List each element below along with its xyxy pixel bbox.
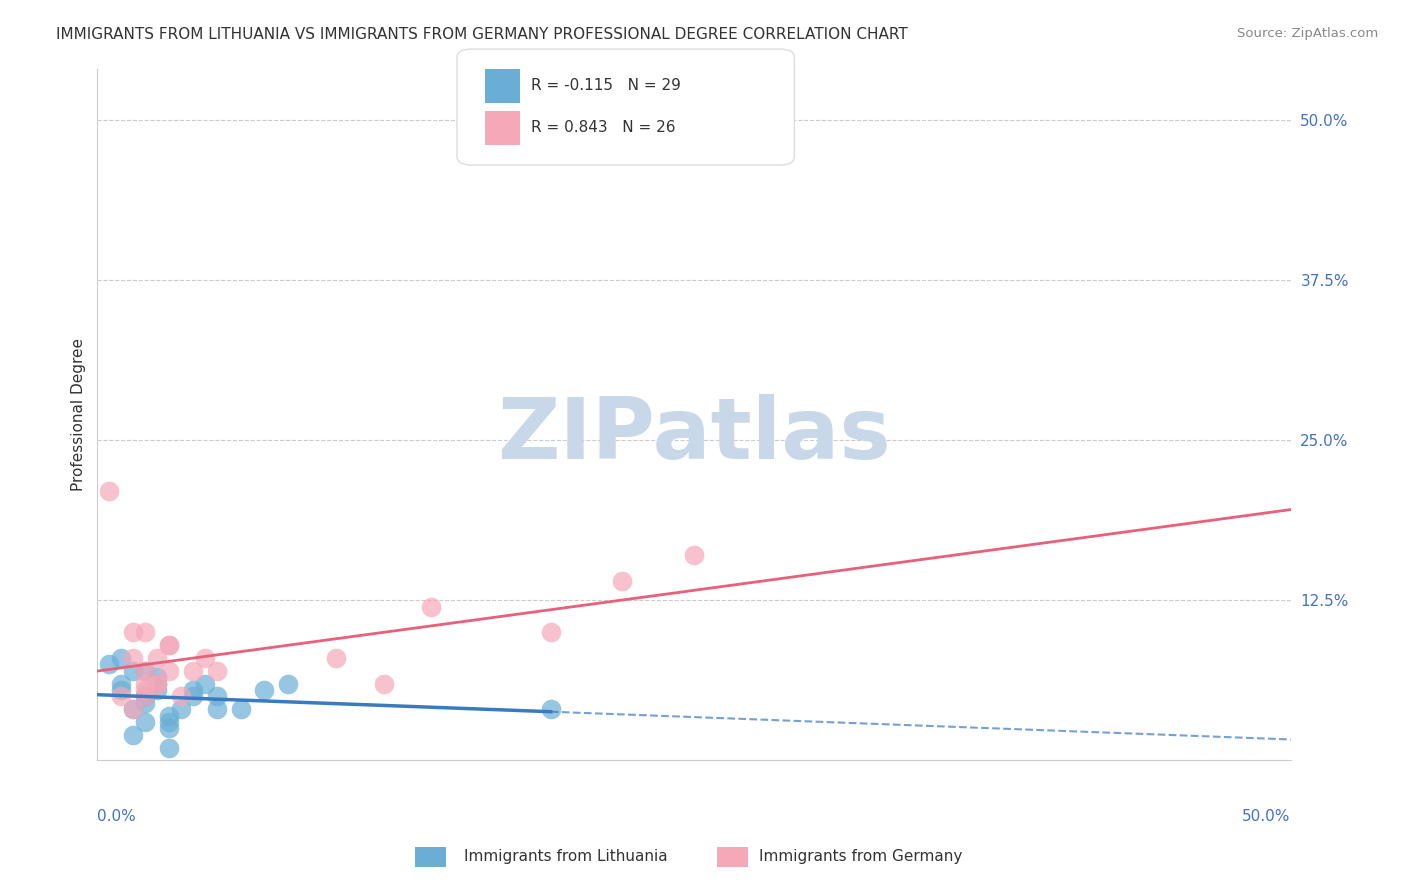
Point <box>134 682 156 697</box>
Text: Immigrants from Germany: Immigrants from Germany <box>759 849 963 863</box>
Point <box>110 682 132 697</box>
Point <box>170 690 193 704</box>
Text: R = -0.115   N = 29: R = -0.115 N = 29 <box>531 78 682 93</box>
Point <box>157 664 180 678</box>
Point <box>122 728 145 742</box>
Point <box>253 682 276 697</box>
Point <box>146 670 169 684</box>
Point <box>540 702 562 716</box>
Point <box>134 664 156 678</box>
Point <box>98 657 121 672</box>
Point <box>157 740 180 755</box>
Point <box>134 690 156 704</box>
Point <box>134 714 156 729</box>
Point <box>110 651 132 665</box>
Text: 0.0%: 0.0% <box>97 809 136 824</box>
Point <box>157 638 180 652</box>
Point <box>110 690 132 704</box>
Point <box>122 702 145 716</box>
Point <box>420 599 443 614</box>
Point <box>134 690 156 704</box>
Point <box>181 664 204 678</box>
Point <box>181 682 204 697</box>
Point <box>373 676 395 690</box>
Point <box>110 676 132 690</box>
Point <box>134 625 156 640</box>
Y-axis label: Professional Degree: Professional Degree <box>72 338 86 491</box>
Point <box>146 676 169 690</box>
Point <box>146 682 169 697</box>
Point <box>122 664 145 678</box>
Point <box>146 676 169 690</box>
Text: ZIPatlas: ZIPatlas <box>498 393 891 476</box>
Point <box>205 664 228 678</box>
Point <box>122 702 145 716</box>
Point <box>134 696 156 710</box>
Point <box>122 651 145 665</box>
Point <box>194 676 217 690</box>
Point <box>277 676 299 690</box>
Text: Immigrants from Lithuania: Immigrants from Lithuania <box>464 849 668 863</box>
Point <box>157 714 180 729</box>
Point <box>205 702 228 716</box>
Point <box>134 690 156 704</box>
Text: 50.0%: 50.0% <box>1243 809 1291 824</box>
Point <box>194 651 217 665</box>
Point <box>540 625 562 640</box>
Point <box>157 638 180 652</box>
Point <box>683 549 706 563</box>
Point <box>98 484 121 499</box>
Point <box>122 625 145 640</box>
Point <box>157 708 180 723</box>
Point <box>229 702 252 716</box>
Point <box>134 664 156 678</box>
Point <box>205 690 228 704</box>
Point <box>612 574 634 588</box>
Text: IMMIGRANTS FROM LITHUANIA VS IMMIGRANTS FROM GERMANY PROFESSIONAL DEGREE CORRELA: IMMIGRANTS FROM LITHUANIA VS IMMIGRANTS … <box>56 27 908 42</box>
Text: Source: ZipAtlas.com: Source: ZipAtlas.com <box>1237 27 1378 40</box>
Point <box>181 690 204 704</box>
Point <box>146 676 169 690</box>
Point <box>134 676 156 690</box>
Point <box>146 651 169 665</box>
Point <box>157 722 180 736</box>
Text: R = 0.843   N = 26: R = 0.843 N = 26 <box>531 120 676 135</box>
Point <box>170 702 193 716</box>
Point <box>325 651 347 665</box>
